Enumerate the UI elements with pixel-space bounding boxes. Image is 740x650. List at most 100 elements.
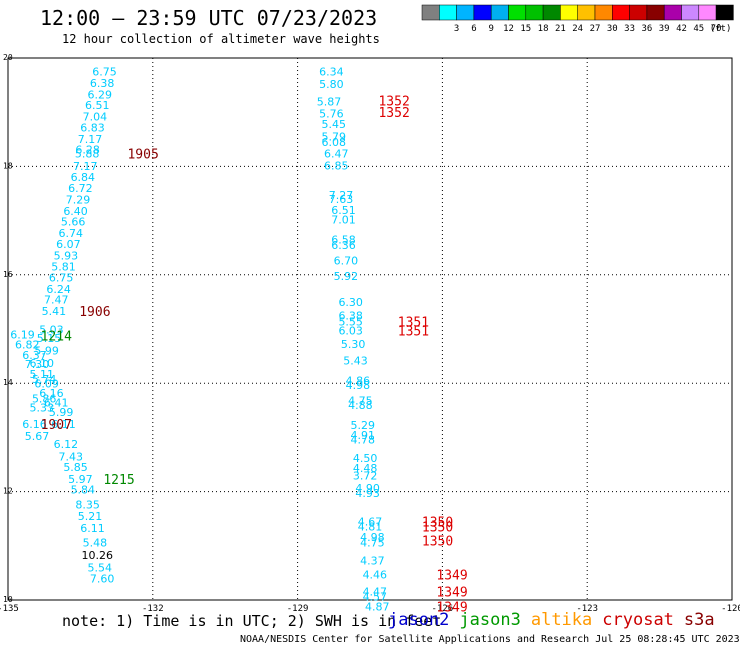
y-tick-label: 18 [3,161,13,170]
pass-time-label: 1906 [79,305,110,320]
swh-value: 5.99 [34,345,59,358]
swh-value: 6.40 [63,205,88,218]
swh-value: 5.21 [78,510,103,523]
swh-value: 6.34 [319,66,344,79]
satellite-cryosat: cryosat [602,610,674,630]
swh-value: 4.81 [358,520,383,533]
colorbar-label: 33 [624,24,635,34]
pass-time-label: 1350 [422,520,453,535]
swh-value: 6.51 [85,99,110,112]
colorbar-swatch [698,4,717,21]
colorbar-swatch [525,4,544,21]
swh-value: 7.30 [25,358,50,371]
colorbar-label: 45 [693,24,704,34]
swh-value: 4.98 [360,531,385,544]
swh-value: 6.58 [331,234,356,247]
swh-value: 5.79 [322,131,347,144]
colorbar-label: 70 [711,24,722,34]
page-title: 12:00 — 23:59 UTC 07/23/2023 [40,6,378,30]
swh-value: 5.30 [341,338,366,351]
swh-value: 5.88 [75,147,100,160]
swh-value: 5.11 [30,368,55,381]
footer-credit: NOAA/NESDIS Center for Satellite Applica… [240,634,740,645]
y-tick-label: 16 [3,270,13,279]
swh-value: 7.27 [329,189,354,202]
colorbar-swatch [715,4,734,21]
swh-value: 6.38 [338,309,363,322]
swh-value: 6.09 [34,378,59,391]
x-tick-label: -123 [576,604,598,614]
colorbar-swatch [629,4,648,21]
colorbar-swatch [681,4,700,21]
swh-value: 6.24 [46,283,71,296]
swh-value: 6.30 [338,296,363,309]
swh-value: 6.41 [44,397,69,410]
swh-value: 7.17 [78,133,103,146]
swh-value: 5.84 [71,483,96,496]
x-tick-label: -126 [432,604,454,614]
swh-value: 6.28 [75,144,100,157]
colorbar-swatch [421,4,440,21]
swh-value: 4.98 [346,379,371,392]
swh-value: 6.16 [39,387,64,400]
swh-value: 6.19 [10,328,35,341]
swh-value: 4.47 [363,585,388,598]
swh-value: 6.16 [22,418,47,431]
colorbar-swatch [456,4,475,21]
swh-value: 7.01 [331,214,356,227]
swh-value: 6.10 [30,357,55,370]
swh-value: 5.41 [42,305,67,318]
swh-value: 4.67 [358,515,383,528]
swh-value: 6.51 [331,204,356,217]
swh-value: 4.86 [346,374,371,387]
colorbar-label: 24 [572,24,583,34]
colorbar-label: 9 [488,24,493,34]
pass-time-label: 1349 [436,569,467,584]
swh-value: 5.97 [68,473,93,486]
swh-value: 6.11 [51,418,76,431]
satellite-jason2: jason2 [388,610,450,630]
satellite-s3a: s3a [683,610,715,630]
swh-value: 4.75 [360,537,385,550]
footer-note: note: 1) Time is in UTC; 2) SWH is in fe… [62,612,442,630]
swh-value: 6.75 [92,66,117,79]
x-tick-label: -120 [721,604,740,614]
pass-time-label: 1214 [41,330,72,345]
y-tick-label: 12 [3,487,13,496]
swh-value: 5.54 [87,561,112,574]
swh-value: 5.33 [30,402,55,415]
x-tick-label: -132 [142,604,164,614]
colorbar-label: 3 [454,24,459,34]
swh-value: 6.37 [22,349,47,362]
colorbar-label: 15 [520,24,531,34]
swh-value: 5.67 [25,430,50,443]
swh-value: 5.43 [343,354,368,367]
y-tick-label: 20 [3,53,13,62]
swh-value: 6.47 [324,147,349,160]
swh-value: 8.35 [75,499,100,512]
swh-value: 5.74 [32,373,57,386]
pass-time-label: 1215 [103,473,134,488]
swh-value: 6.36 [331,239,356,252]
swh-value: 4.78 [351,434,376,447]
swh-value: 5.93 [54,249,79,262]
swh-value: 5.99 [49,406,74,419]
colorbar-swatch [508,4,527,21]
colorbar-swatch [646,4,665,21]
swh-value: 4.88 [348,399,373,412]
swh-value: 4.90 [355,482,380,495]
pass-time-label: 1907 [41,418,72,433]
swh-value: 5.15 [37,332,62,345]
y-tick-label: 14 [3,378,13,387]
x-tick-label: -135 [0,604,19,614]
pass-time-label: 1350 [422,515,453,530]
pass-time-label: 1349 [436,601,467,616]
swh-value: 4.46 [363,569,388,582]
swh-value: 6.74 [58,227,83,240]
swh-value: 6.82 [15,339,40,352]
swh-value: 5.87 [317,95,342,108]
swh-value: 6.75 [49,272,74,285]
swh-value: 7.43 [58,450,83,463]
swh-value: 7.47 [44,294,69,307]
